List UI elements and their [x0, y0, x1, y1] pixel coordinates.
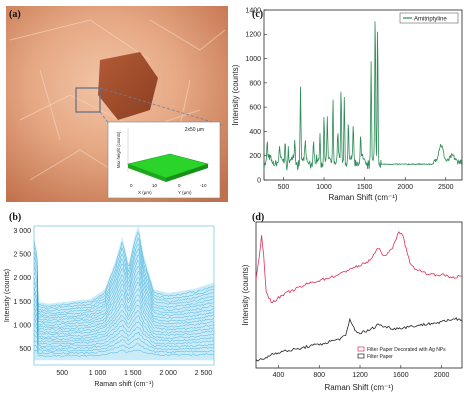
inset-ylabel: Y (µm): [178, 190, 192, 195]
inset-zlabel: Max height (counts): [116, 131, 121, 168]
x-tick-label: 400: [273, 372, 285, 379]
y-tick-label: 600: [249, 105, 261, 112]
spectrum-line: [33, 288, 215, 331]
panel-label-b: (b): [9, 212, 21, 223]
x-tick-label: 1 000: [89, 370, 107, 377]
x-tick-label: 800: [313, 372, 325, 379]
scale-label: 2x50 µm: [185, 127, 204, 133]
y-tick-label: 2 500: [13, 252, 31, 259]
spectrum-line: [33, 343, 215, 355]
y-tick-label: 3 000: [13, 228, 31, 235]
x-tick-label: 2 000: [159, 370, 177, 377]
spectrum-line: [33, 281, 215, 329]
surface-inset: 2x50 µm Max height (counts) 0 10 0 -10 X…: [107, 121, 221, 199]
chart-amitriptyline: 0 200 400 600 800 1000 1200 1400 500 1000 1500 2000…: [231, 7, 463, 202]
x-tick-label: 1500: [357, 184, 373, 191]
panel-label-a: (a): [9, 9, 21, 20]
panel-label-d: (d): [252, 212, 264, 223]
inset-xtick-0: 0: [130, 183, 133, 188]
y-tick-label: 400: [249, 129, 261, 136]
spectrum-line: [33, 277, 215, 326]
y-tick-label: 800: [249, 80, 261, 87]
x-axis-label: Raman Shift (cm⁻¹): [328, 193, 397, 202]
spectrum-line: [33, 305, 215, 338]
spectrum-line: [33, 337, 215, 353]
plot-frame: [263, 9, 463, 181]
x-axis-label: Raman shift (cm⁻¹): [94, 381, 153, 388]
legend-box: [399, 12, 459, 24]
spectrum-line: [33, 254, 215, 317]
zoom-box: [75, 87, 101, 113]
spectrum-line: [33, 331, 215, 350]
spectrum-line: [33, 270, 215, 324]
y-axis-label: Intensity (counts): [4, 269, 11, 322]
spectrum-line: [33, 265, 215, 322]
chart-raman-spectra-set: 500 1 000 1 500 2 000 2 500 3 000 500 1 000 1 50…: [4, 225, 215, 388]
crystal-shape: [98, 52, 158, 120]
y-tick-label: 0: [257, 177, 261, 184]
series-line-1: [255, 317, 463, 362]
y-tick-label: 500: [19, 346, 31, 353]
photo-panel: 2x50 µm Max height (counts) 0 10 0 -10 X…: [6, 6, 228, 202]
x-tick-label: 2000: [397, 184, 413, 191]
chart-filter-paper: 400 800 1200 1600 2000 Raman Shift (cm⁻¹) Inte…: [241, 221, 463, 392]
y-axis-label: Intensity (counts): [231, 64, 240, 125]
spectrum-line: [33, 244, 215, 312]
series-line-0: [255, 231, 462, 304]
legend-swatch: [357, 346, 365, 352]
inset-xtick-1: 10: [152, 183, 158, 188]
y-tick-label: 1 000: [13, 322, 31, 329]
x-tick-label: 1200: [352, 372, 368, 379]
y-tick-label: 200: [249, 153, 261, 160]
series-line-amitriptyline: [263, 21, 463, 171]
plot-frame: [33, 225, 215, 366]
x-tick-label: 500: [278, 184, 290, 191]
panel-label-c: (c): [252, 9, 263, 20]
legend-label: Filter Paper Decorated with Ag NPs: [367, 347, 446, 353]
spectrum-line: [33, 232, 215, 308]
plot-frame: [255, 221, 463, 369]
y-axis-label: Intensity (counts): [241, 264, 250, 325]
y-tick-label: 1 500: [13, 299, 31, 306]
y-tick-label: 1200: [245, 32, 261, 39]
spectrum-line: [33, 309, 215, 341]
legend-swatch: [357, 353, 365, 359]
spectrum-line: [33, 299, 215, 335]
spectrum-line: [33, 294, 215, 333]
legend-label: Filter Paper: [367, 354, 393, 360]
inset-xlabel: X (µm): [138, 190, 152, 195]
x-tick-label: 1 500: [124, 370, 142, 377]
x-tick-label: 2000: [434, 372, 450, 379]
x-tick-label: 2 500: [195, 370, 213, 377]
spectrum-line: [33, 260, 215, 319]
spectrum-line: [33, 315, 215, 343]
spectrum-line: [33, 326, 215, 348]
x-axis-label: Raman Shift (cm⁻¹): [324, 383, 393, 392]
x-tick-label: 500: [56, 370, 68, 377]
inset-ytick-1: -10: [200, 183, 207, 188]
y-tick-label: 2 000: [13, 275, 31, 282]
spectrum-line: [33, 238, 215, 310]
inset-ytick-0: 0: [178, 183, 181, 188]
x-tick-label: 1000: [316, 184, 332, 191]
y-tick-label: 1000: [245, 56, 261, 63]
spectrum-line: [33, 349, 215, 358]
y-tick-label: 1400: [245, 7, 261, 14]
x-tick-label: 1600: [393, 372, 409, 379]
spectrum-line: [33, 248, 215, 315]
spectrum-line: [33, 321, 215, 345]
x-tick-label: 2500: [438, 184, 454, 191]
legend-label: Amitriptyline: [414, 17, 447, 23]
